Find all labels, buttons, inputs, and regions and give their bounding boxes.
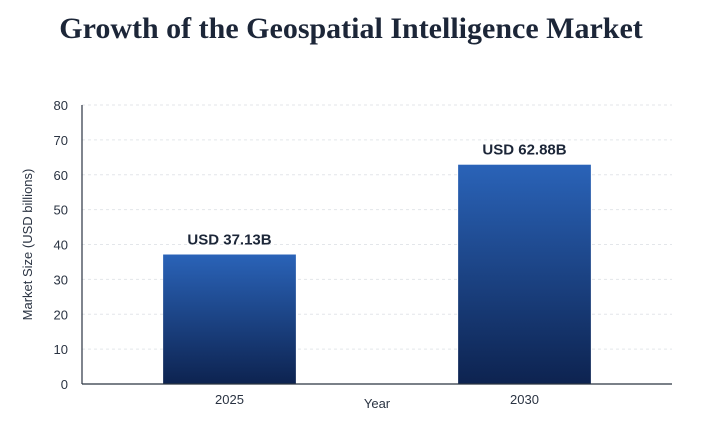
axes bbox=[81, 105, 672, 385]
x-tick-label: 2030 bbox=[510, 392, 539, 407]
y-tick-label: 0 bbox=[61, 377, 68, 392]
y-tick-label: 30 bbox=[54, 272, 68, 287]
y-axis-label: Market Size (USD billions) bbox=[20, 169, 35, 321]
data-label-2025: USD 37.13B bbox=[187, 232, 271, 249]
bar-2030 bbox=[458, 164, 591, 384]
x-axis-label: Year bbox=[364, 396, 391, 411]
y-tick-label: 80 bbox=[54, 98, 68, 113]
y-tick-label: 70 bbox=[54, 133, 68, 148]
y-tick-label: 50 bbox=[54, 203, 68, 218]
y-tick-label: 40 bbox=[54, 238, 68, 253]
y-tick-label: 60 bbox=[54, 168, 68, 183]
x-tick-label: 2025 bbox=[215, 392, 244, 407]
bars bbox=[163, 164, 591, 384]
bar-2025 bbox=[163, 254, 296, 384]
y-tick-label: 20 bbox=[54, 307, 68, 322]
data-label-2030: USD 62.88B bbox=[482, 142, 566, 159]
y-tick-label: 10 bbox=[54, 342, 68, 357]
chart-title: Growth of the Geospatial Intelligence Ma… bbox=[59, 12, 643, 45]
